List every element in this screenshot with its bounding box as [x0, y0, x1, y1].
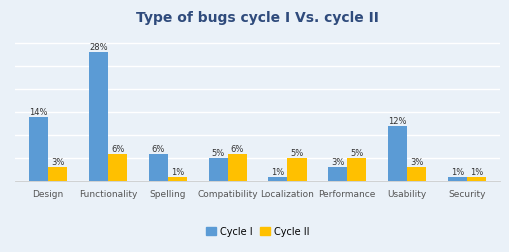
Legend: Cycle I, Cycle II: Cycle I, Cycle II: [202, 223, 313, 240]
Text: 6%: 6%: [230, 144, 243, 153]
Text: 1%: 1%: [271, 167, 284, 176]
Bar: [387, 127, 406, 181]
Bar: [167, 177, 187, 181]
Text: 3%: 3%: [409, 158, 422, 167]
Bar: [406, 168, 426, 181]
Bar: [268, 177, 287, 181]
Bar: [89, 53, 108, 181]
Title: Type of bugs cycle I Vs. cycle II: Type of bugs cycle I Vs. cycle II: [136, 11, 378, 25]
Bar: [287, 159, 306, 181]
Bar: [466, 177, 485, 181]
Text: 1%: 1%: [171, 167, 184, 176]
Bar: [149, 154, 167, 181]
Text: 1%: 1%: [469, 167, 482, 176]
Text: 1%: 1%: [450, 167, 463, 176]
Text: 6%: 6%: [110, 144, 124, 153]
Bar: [29, 117, 48, 181]
Bar: [347, 159, 365, 181]
Text: 6%: 6%: [151, 144, 164, 153]
Text: 5%: 5%: [211, 149, 224, 158]
Bar: [227, 154, 246, 181]
Bar: [108, 154, 127, 181]
Bar: [327, 168, 347, 181]
Text: 14%: 14%: [30, 107, 48, 116]
Text: 3%: 3%: [330, 158, 344, 167]
Text: 5%: 5%: [290, 149, 303, 158]
Text: 12%: 12%: [387, 117, 406, 125]
Bar: [48, 168, 67, 181]
Text: 5%: 5%: [350, 149, 363, 158]
Text: 3%: 3%: [51, 158, 64, 167]
Text: 28%: 28%: [89, 43, 107, 52]
Bar: [447, 177, 466, 181]
Bar: [208, 159, 227, 181]
